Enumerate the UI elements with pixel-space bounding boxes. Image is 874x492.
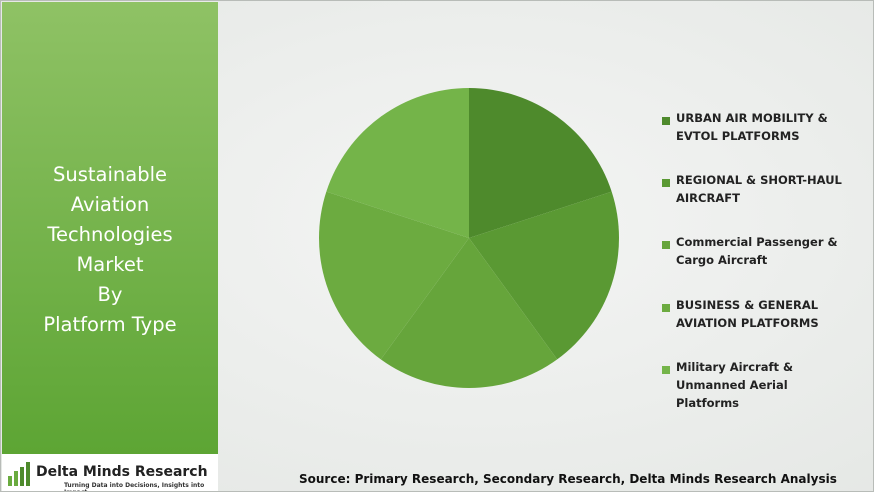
- legend-label: BUSINESS & GENERAL AVIATION PLATFORMS: [676, 298, 819, 330]
- legend-swatch: [662, 179, 670, 187]
- pie-slice: [319, 191, 469, 360]
- brand-tagline: Turning Data into Decisions, Insights in…: [64, 482, 205, 491]
- chart-title: Sustainable Aviation Technologies Market…: [43, 163, 177, 336]
- logo-icon: [8, 462, 30, 486]
- pie-slice: [469, 88, 612, 238]
- legend-swatch: [662, 304, 670, 312]
- pie-slice: [380, 238, 558, 389]
- brand-name: Delta Minds Research: [36, 464, 208, 480]
- legend-item: Military Aircraft & Unmanned Aerial Plat…: [662, 360, 793, 412]
- legend-swatch: [662, 366, 670, 374]
- legend-item: Commercial Passenger & Cargo Aircraft: [662, 235, 838, 269]
- legend-label: URBAN AIR MOBILITY & EVTOL PLATFORMS: [676, 111, 828, 143]
- legend-item: REGIONAL & SHORT-HAUL AIRCRAFT: [662, 173, 842, 207]
- legend-item: BUSINESS & GENERAL AVIATION PLATFORMS: [662, 298, 819, 332]
- pie-slice: [469, 191, 619, 360]
- side-panel: Sustainable Aviation Technologies Market…: [2, 2, 218, 454]
- pie-slice: [326, 88, 469, 238]
- legend-item: URBAN AIR MOBILITY & EVTOL PLATFORMS: [662, 111, 828, 145]
- legend-label: Military Aircraft & Unmanned Aerial Plat…: [676, 360, 793, 410]
- legend-label: Commercial Passenger & Cargo Aircraft: [676, 235, 838, 267]
- legend-swatch: [662, 117, 670, 125]
- legend-label: REGIONAL & SHORT-HAUL AIRCRAFT: [676, 173, 842, 205]
- source-note: Source: Primary Research, Secondary Rese…: [299, 472, 837, 486]
- logo: Delta Minds Research Turning Data into D…: [2, 454, 218, 491]
- legend-swatch: [662, 241, 670, 249]
